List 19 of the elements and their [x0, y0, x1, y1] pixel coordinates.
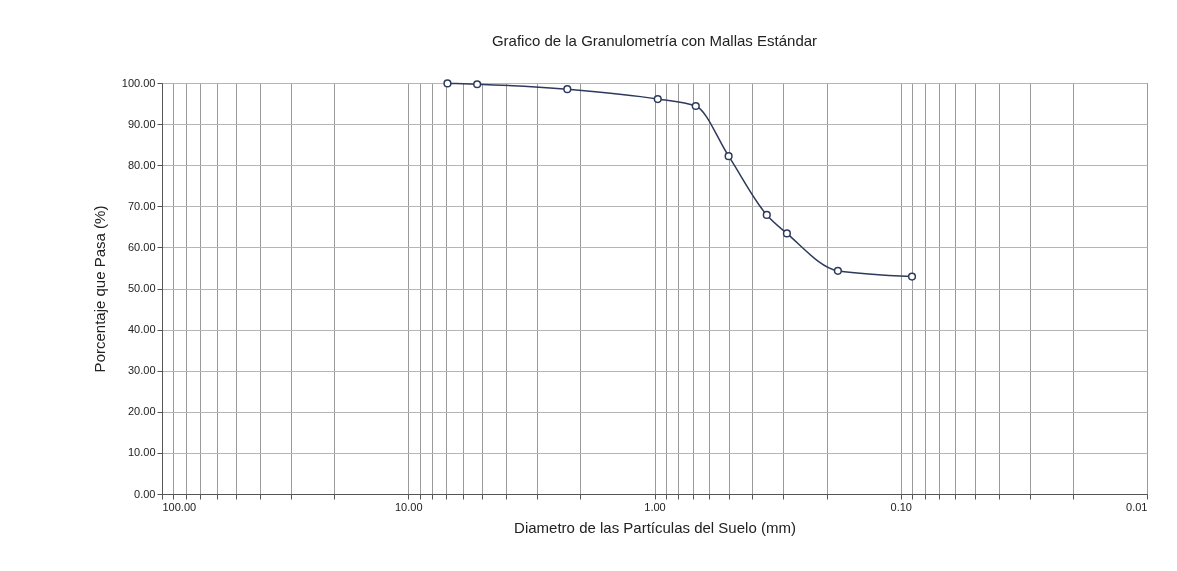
x-tick-label: 0.01	[1126, 500, 1148, 513]
y-tick-label: 30.00	[127, 364, 156, 377]
x-tick-label: 1.00	[644, 500, 666, 513]
y-tick-label: 80.00	[127, 158, 156, 171]
chart-title: Grafico de la Granulometría con Mallas Estándar	[491, 32, 818, 49]
y-tick-label: 60.00	[127, 240, 156, 253]
y-tick-label: 90.00	[127, 117, 156, 130]
y-tick-label: 50.00	[127, 282, 156, 294]
x-axis-title: Diametro de las Partículas del Suelo (mm)	[514, 518, 796, 536]
x-tick-label: 0.10	[890, 500, 912, 513]
y-tick-label: 70.00	[127, 199, 156, 212]
y-tick-label: 100.00	[121, 76, 156, 89]
y-tick-label: 40.00	[127, 323, 156, 336]
x-tick-label: 10.00	[394, 500, 423, 513]
x-tick-label: 100.00	[162, 500, 197, 513]
y-axis-title: Porcentaje que Pasa (%)	[90, 205, 108, 373]
y-tick-label: 0.00	[134, 487, 156, 500]
y-tick-label: 10.00	[127, 446, 156, 459]
y-tick-label: 20.00	[127, 405, 156, 418]
